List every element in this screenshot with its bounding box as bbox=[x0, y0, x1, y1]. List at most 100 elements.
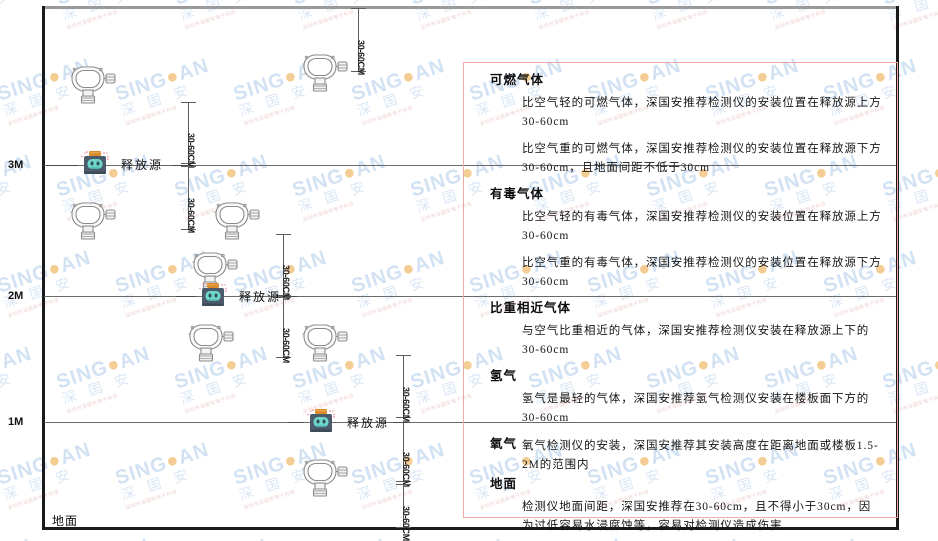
release-source-leader-line bbox=[288, 422, 304, 423]
guidance-section-title: 氧气 bbox=[490, 436, 518, 451]
dimension-label: 30-60CM bbox=[356, 40, 366, 75]
dimension-mid-below-source: 30-60CM bbox=[276, 297, 292, 362]
guidance-section: 氧气 氧气检测仪的安装，深国安推荐其安装高度在距离地面或楼板1.5-2M的范围内 bbox=[478, 437, 883, 475]
dimension-label: 30-60CM bbox=[401, 386, 411, 422]
gas-detector-icon bbox=[64, 198, 120, 242]
dimension-label: 30-60CM bbox=[186, 133, 196, 168]
release-source-label: 释放源 bbox=[121, 157, 164, 172]
left-wall-line bbox=[42, 6, 45, 530]
dimension-upper-above-source: 30-60CM bbox=[181, 102, 197, 168]
gas-detector-icon bbox=[296, 320, 352, 364]
ground-line bbox=[42, 527, 899, 530]
release-source-icon bbox=[78, 149, 112, 179]
guidance-section: 地面 检测仪地面间距，深国安推荐在30-60cm，且不得小于30cm，因为过低容易… bbox=[478, 477, 883, 536]
guidance-section: 比重相近气体与空气比重相近的气体，深国安推荐检测仪安装在释放源上下的30-60c… bbox=[478, 301, 883, 360]
dimension-label: 30-60CM bbox=[281, 327, 291, 363]
guidance-paragraph: 比空气重的可燃气体，深国安推荐检测仪的安装位置在释放源下方30-60cm，且地面… bbox=[522, 142, 882, 174]
gas-detector-icon bbox=[182, 320, 238, 364]
dimension-upper-below-source: 30-60CM bbox=[181, 166, 197, 233]
release-source-label: 释放源 bbox=[347, 415, 390, 430]
gas-detector-icon bbox=[296, 455, 352, 499]
release-source-1m: 释放源 bbox=[304, 407, 389, 437]
guidance-paragraph: 氧气检测仪的安装，深国安推荐其安装高度在距离地面或楼板1.5-2M的范围内 bbox=[522, 439, 879, 471]
dimension-lower-segment-2: 30-60CM bbox=[396, 422, 412, 487]
level-label-2m: 2M bbox=[8, 290, 24, 302]
level-line-3m bbox=[44, 165, 896, 166]
release-source-label: 释放源 bbox=[239, 289, 282, 304]
guidance-paragraph: 比空气重的有毒气体，深国安推荐检测仪的安装位置在释放源下方30-60cm bbox=[522, 256, 882, 288]
guidance-paragraph: 氢气是最轻的气体，深国安推荐氢气检测仪安装在楼板面下方的30-60cm bbox=[522, 392, 870, 424]
guidance-section-body: 比空气轻的有毒气体，深国安推荐检测仪的安装位置在释放源上方30-60cm 比空气重… bbox=[522, 208, 883, 292]
dimension-label: 30-60CM bbox=[281, 265, 291, 300]
guidance-section-body: 检测仪地面间距，深国安推荐在30-60cm，且不得小于30cm，因为过低容易水浸… bbox=[522, 498, 883, 536]
release-source-2m: 释放源 bbox=[196, 281, 281, 311]
guidance-section-body: 比空气轻的可燃气体，深国安推荐检测仪的安装位置在释放源上方30-60cm 比空气重… bbox=[522, 94, 883, 178]
level-line-1m bbox=[44, 422, 896, 423]
guidance-paragraph: 与空气比重相近的气体，深国安推荐检测仪安装在释放源上下的30-60cm bbox=[522, 324, 870, 356]
guidance-section-body: 氧气检测仪的安装，深国安推荐其安装高度在距离地面或楼板1.5-2M的范围内 bbox=[522, 437, 883, 475]
dimension-lower-segment-1: 30-60CM bbox=[396, 355, 412, 421]
guidance-section: 氢气 氢气是最轻的气体，深国安推荐氢气检测仪安装在楼板面下方的30-60cm bbox=[478, 369, 883, 428]
dimension-label: 30-60CM bbox=[401, 452, 411, 487]
release-source-icon bbox=[196, 281, 230, 311]
release-source-leader-line bbox=[172, 165, 188, 166]
release-source-leader-line bbox=[393, 422, 407, 423]
guidance-paragraph: 比空气轻的有毒气体，深国安推荐检测仪的安装位置在释放源上方30-60cm bbox=[522, 210, 882, 242]
release-source-icon bbox=[304, 407, 338, 437]
release-source-3m: 释放源 bbox=[78, 149, 163, 179]
dimension-label: 30-60CM bbox=[186, 198, 196, 233]
guidance-section-title: 可燃气体 bbox=[490, 73, 545, 87]
level-label-1m: 1M bbox=[8, 416, 24, 428]
release-source-leader-line bbox=[285, 296, 297, 297]
gas-detector-icon bbox=[64, 62, 120, 106]
guidance-section: 可燃气体比空气轻的可燃气体，深国安推荐检测仪的安装位置在释放源上方30-60cm… bbox=[478, 73, 883, 178]
release-source-leader-line bbox=[46, 165, 78, 166]
guidance-section-title: 有毒气体 bbox=[490, 186, 545, 201]
guidance-section-title: 地面 bbox=[490, 476, 518, 491]
gas-detector-icon bbox=[208, 198, 264, 242]
guidance-section: 有毒气体比空气轻的有毒气体，深国安推荐检测仪的安装位置在释放源上方30-60cm… bbox=[478, 187, 883, 292]
dimension-lower-segment-3: 30-60CM bbox=[396, 484, 412, 541]
guidance-section-body: 氢气是最轻的气体，深国安推荐氢气检测仪安装在楼板面下方的30-60cm bbox=[522, 390, 883, 428]
guidance-panel: 可燃气体比空气轻的可燃气体，深国安推荐检测仪的安装位置在释放源上方30-60cm… bbox=[463, 62, 898, 532]
dimension-ceiling-to-detector: 30-60CM bbox=[351, 8, 367, 75]
guidance-sections: 可燃气体比空气轻的可燃气体，深国安推荐检测仪的安装位置在释放源上方30-60cm… bbox=[478, 73, 883, 536]
guidance-paragraph: 比空气轻的可燃气体，深国安推荐检测仪的安装位置在释放源上方30-60cm bbox=[522, 97, 882, 128]
dimension-mid-above-source: 30-60CM bbox=[276, 234, 292, 300]
ground-label: 地面 bbox=[52, 514, 79, 528]
level-label-3m: 3M bbox=[8, 159, 24, 171]
guidance-section-title: 氢气 bbox=[490, 368, 518, 383]
ceiling-line bbox=[44, 6, 897, 9]
level-line-2m bbox=[44, 296, 896, 297]
gas-detector-icon bbox=[296, 50, 352, 94]
guidance-section-body: 与空气比重相近的气体，深国安推荐检测仪安装在释放源上下的30-60cm bbox=[522, 322, 883, 360]
guidance-section-title: 比重相近气体 bbox=[490, 300, 572, 315]
dimension-label: 30-60CM bbox=[401, 506, 411, 541]
guidance-paragraph: 检测仪地面间距，深国安推荐在30-60cm，且不得小于30cm，因为过低容易水浸… bbox=[522, 500, 872, 532]
